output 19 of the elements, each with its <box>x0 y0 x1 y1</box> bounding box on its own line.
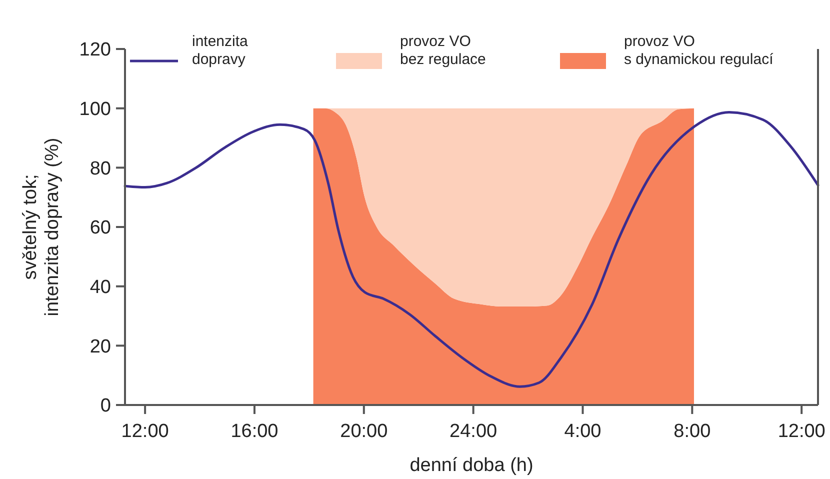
x-tick-label: 24:00 <box>450 421 498 442</box>
y-axis-title: světelný tok; intenzita dopravy (%) <box>20 138 63 316</box>
legend-label: provoz VO bez regulace <box>400 33 486 68</box>
legend-label: provoz VO s dynamickou regulací <box>624 33 774 68</box>
x-tick-label: 16:00 <box>230 421 278 442</box>
y-tick-label: 20 <box>90 336 111 358</box>
y-tick-label: 120 <box>79 40 111 61</box>
x-tick-label: 12:00 <box>121 421 169 442</box>
x-tick-label: 8:00 <box>674 421 711 442</box>
legend-label: intenzita dopravy <box>192 33 249 68</box>
x-tick-label: 4:00 <box>564 421 602 442</box>
y-tick-label: 60 <box>90 218 111 239</box>
y-tick-label: 100 <box>79 98 111 120</box>
x-tick-label: 12:00 <box>778 421 826 442</box>
x-axis-title: denní doba (h) <box>410 455 534 476</box>
y-tick-label: 80 <box>90 158 111 180</box>
y-tick-label: 0 <box>100 396 111 417</box>
y-tick-label: 40 <box>90 276 111 298</box>
x-tick-label: 20:00 <box>340 421 388 442</box>
